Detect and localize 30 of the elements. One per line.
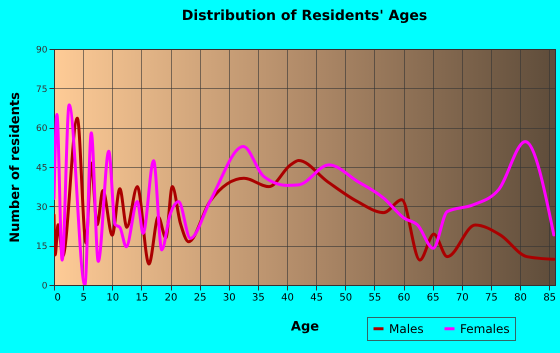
y-tick-label: 0 [42, 282, 48, 292]
x-tick-label: 40 [281, 292, 294, 304]
x-tick-label: 20 [164, 292, 178, 304]
x-axis-title: Age [290, 320, 320, 334]
legend-label: Females [460, 322, 510, 336]
x-tick-label: 0 [54, 292, 61, 304]
y-tick-label: 75 [36, 84, 48, 95]
x-tick-label: 75 [485, 292, 498, 304]
y-tick-label: 30 [36, 202, 48, 213]
y-axis-title: Number of residents [8, 92, 24, 243]
y-tick-label: 15 [36, 242, 48, 252]
x-tick-label: 55 [368, 292, 382, 304]
x-tick-label: 50 [339, 292, 352, 304]
x-tick-label: 10 [106, 292, 120, 304]
x-tick-label: 45 [310, 292, 324, 304]
x-tick-label: 35 [252, 292, 265, 304]
x-tick-label: 30 [222, 292, 236, 304]
x-tick-label: 85 [543, 292, 556, 304]
legend-label: Males [389, 322, 424, 336]
chart-title: Distribution of Residents' Ages [182, 8, 428, 24]
y-tick-label: 60 [36, 124, 48, 134]
y-tick-label: 45 [36, 164, 48, 174]
x-tick-label: 5 [80, 292, 87, 304]
y-tick-label: 90 [36, 46, 48, 56]
x-tick-label: 25 [194, 292, 207, 304]
x-tick-label: 60 [398, 292, 410, 304]
x-tick-label: 15 [136, 292, 148, 304]
x-tick-label: 70 [456, 292, 469, 304]
x-tick-label: 80 [514, 292, 527, 304]
x-tick-label: 65 [426, 292, 440, 304]
